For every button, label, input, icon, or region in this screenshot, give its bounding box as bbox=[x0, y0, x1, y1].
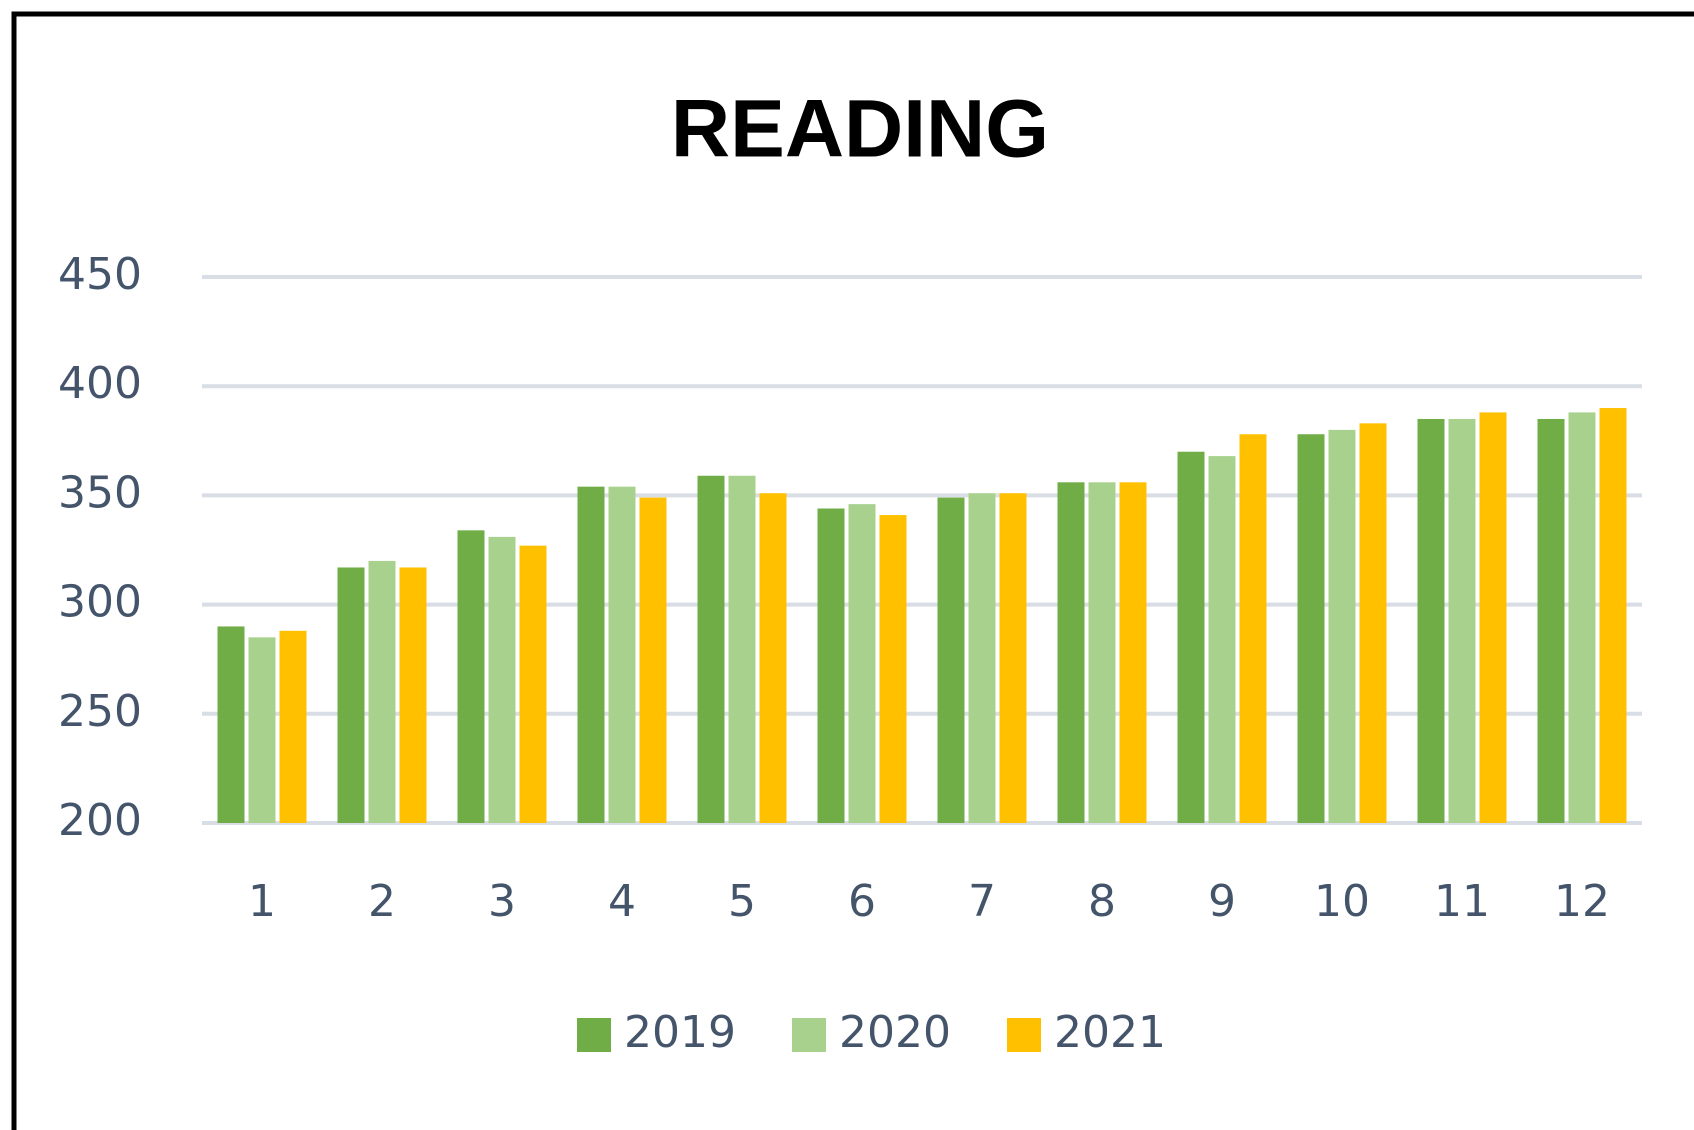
x-tick-label: 10 bbox=[1314, 876, 1370, 927]
x-tick-label: 6 bbox=[848, 876, 876, 927]
y-tick-label: 400 bbox=[58, 358, 142, 409]
legend-swatch bbox=[1007, 1018, 1041, 1052]
bar bbox=[368, 560, 396, 823]
bar bbox=[968, 493, 996, 823]
bar bbox=[519, 545, 547, 823]
x-tick-label: 9 bbox=[1208, 876, 1236, 927]
bar bbox=[1057, 482, 1085, 823]
bar bbox=[1088, 482, 1116, 823]
bar bbox=[848, 504, 876, 823]
x-tick-label: 5 bbox=[728, 876, 756, 927]
x-tick-label: 4 bbox=[608, 876, 636, 927]
bar bbox=[817, 508, 845, 823]
bar bbox=[1359, 423, 1387, 823]
y-tick-label: 350 bbox=[58, 467, 142, 518]
bar bbox=[999, 493, 1027, 823]
bar bbox=[1239, 434, 1267, 823]
chart-title: READING bbox=[671, 84, 1049, 175]
bar bbox=[937, 497, 965, 823]
bar bbox=[1448, 418, 1476, 823]
bar bbox=[639, 497, 667, 823]
bar bbox=[279, 630, 307, 823]
bar bbox=[1177, 451, 1205, 823]
bar bbox=[217, 626, 245, 823]
bar bbox=[1479, 412, 1507, 823]
bar bbox=[879, 515, 907, 823]
bar bbox=[1537, 418, 1565, 823]
bar bbox=[1297, 434, 1325, 823]
x-tick-label: 7 bbox=[968, 876, 996, 927]
bar bbox=[488, 536, 516, 823]
bar bbox=[1599, 408, 1627, 823]
legend-label: 2020 bbox=[839, 1007, 951, 1058]
bar bbox=[1208, 456, 1236, 823]
bar bbox=[577, 486, 605, 823]
x-tick-label: 1 bbox=[248, 876, 276, 927]
bar bbox=[608, 486, 636, 823]
y-tick-label: 300 bbox=[58, 577, 142, 628]
bar bbox=[457, 530, 485, 823]
legend-swatch bbox=[792, 1018, 826, 1052]
bar bbox=[399, 567, 427, 823]
bar bbox=[697, 475, 725, 823]
bar bbox=[1568, 412, 1596, 823]
bar bbox=[1328, 429, 1356, 823]
bar bbox=[728, 475, 756, 823]
legend-label: 2021 bbox=[1054, 1007, 1166, 1058]
x-tick-label: 3 bbox=[488, 876, 516, 927]
y-tick-label: 250 bbox=[58, 686, 142, 737]
legend-label: 2019 bbox=[624, 1007, 736, 1058]
x-tick-label: 11 bbox=[1434, 876, 1490, 927]
bar bbox=[248, 637, 276, 823]
x-tick-label: 8 bbox=[1088, 876, 1116, 927]
y-tick-label: 450 bbox=[58, 249, 142, 300]
legend-swatch bbox=[577, 1018, 611, 1052]
bar bbox=[1119, 482, 1147, 823]
bar bbox=[337, 567, 365, 823]
x-tick-label: 12 bbox=[1554, 876, 1610, 927]
bar bbox=[1417, 418, 1445, 823]
x-tick-label: 2 bbox=[368, 876, 396, 927]
y-tick-label: 200 bbox=[58, 795, 142, 846]
bar bbox=[759, 493, 787, 823]
